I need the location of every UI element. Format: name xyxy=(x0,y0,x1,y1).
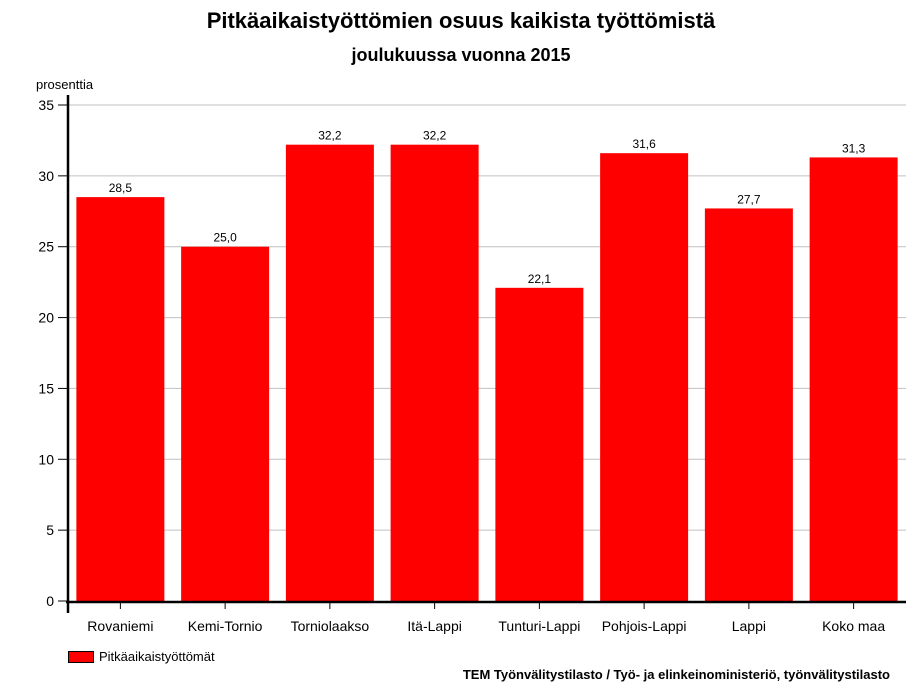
data-label: 31,6 xyxy=(632,137,656,151)
data-label: 27,7 xyxy=(737,192,761,206)
bar xyxy=(809,157,898,602)
y-tick-label: 5 xyxy=(46,522,54,538)
y-axis-label: prosenttia xyxy=(36,77,94,92)
data-label: 22,1 xyxy=(528,272,552,286)
x-tick-label: Kemi-Tornio xyxy=(188,618,263,634)
y-tick-label: 20 xyxy=(38,310,54,326)
chart-title: Pitkäaikaistyöttömien osuus kaikista työ… xyxy=(206,8,716,33)
x-tick-label: Koko maa xyxy=(822,618,885,634)
x-tick-label: Tunturi-Lappi xyxy=(498,618,580,634)
bar xyxy=(285,144,374,601)
y-tick-label: 30 xyxy=(38,168,54,184)
y-tick-label: 15 xyxy=(38,380,54,396)
legend-swatch xyxy=(68,650,94,663)
bar xyxy=(704,208,793,602)
chart-subtitle: joulukuussa vuonna 2015 xyxy=(351,45,571,65)
source-note: TEM Työnvälitystilasto / Työ- ja elinkei… xyxy=(462,667,890,682)
x-tick-label: Lappi xyxy=(732,618,766,634)
y-tick-label: 25 xyxy=(38,239,54,255)
bar xyxy=(181,246,270,601)
legend: Pitkäaikaistyöttömät xyxy=(68,649,215,664)
bar xyxy=(495,287,584,601)
bar xyxy=(600,153,689,601)
y-tick-label: 0 xyxy=(46,593,54,609)
x-tick-label: Rovaniemi xyxy=(87,618,153,634)
x-tick-label: Itä-Lappi xyxy=(407,618,461,634)
legend-label: Pitkäaikaistyöttömät xyxy=(99,649,215,664)
y-tick-label: 35 xyxy=(38,97,54,113)
bar xyxy=(390,144,479,601)
y-tick-label: 10 xyxy=(38,451,54,467)
data-label: 32,2 xyxy=(318,129,342,143)
bar xyxy=(76,197,165,601)
data-label: 28,5 xyxy=(109,181,133,195)
data-label: 31,3 xyxy=(842,141,866,155)
data-label: 32,2 xyxy=(423,129,447,143)
x-tick-label: Pohjois-Lappi xyxy=(602,618,687,634)
data-label: 25,0 xyxy=(213,231,237,245)
x-tick-label: Torniolaakso xyxy=(291,618,370,634)
